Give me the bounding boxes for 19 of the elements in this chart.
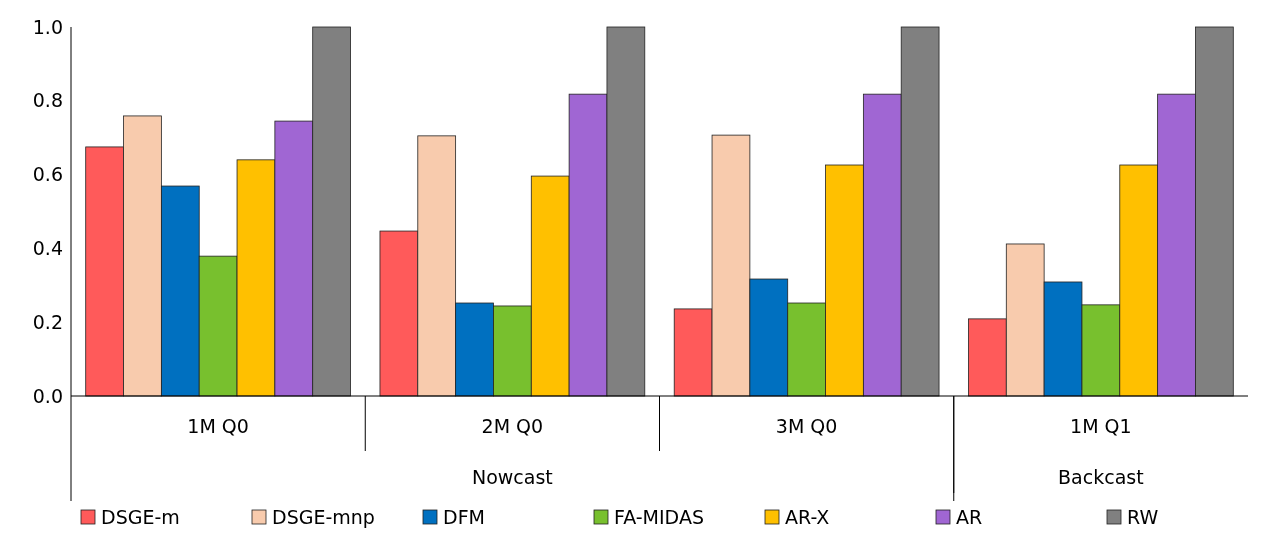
text: Backcast — [1058, 466, 1144, 488]
legend-label: AR-X — [785, 506, 830, 528]
y-tick-label: 1.0 — [32, 15, 63, 38]
text: Nowcast — [471, 466, 553, 488]
y-tick-label: 0.6 — [32, 163, 63, 186]
x-tick-label: 1M Q1 — [1070, 415, 1132, 437]
y-tick-label: 0.2 — [32, 310, 63, 333]
y-tick-label: 0.4 — [32, 237, 63, 260]
x-tick-label: 1M Q0 — [187, 415, 249, 437]
legend-label: DSGE-mnp — [272, 506, 375, 528]
legend-label: AR — [956, 506, 983, 528]
legend-label: RW — [1127, 506, 1159, 528]
y-tick-label: 0.0 — [32, 384, 63, 407]
legend-label: FA-MIDAS — [614, 506, 704, 528]
x-tick-label: 2M Q0 — [481, 415, 544, 437]
x-tick-label: 3M Q0 — [775, 415, 838, 437]
legend-label: DSGE-m — [101, 506, 180, 528]
y-tick-label: 0.8 — [32, 89, 63, 112]
legend-label: DFM — [443, 506, 485, 528]
